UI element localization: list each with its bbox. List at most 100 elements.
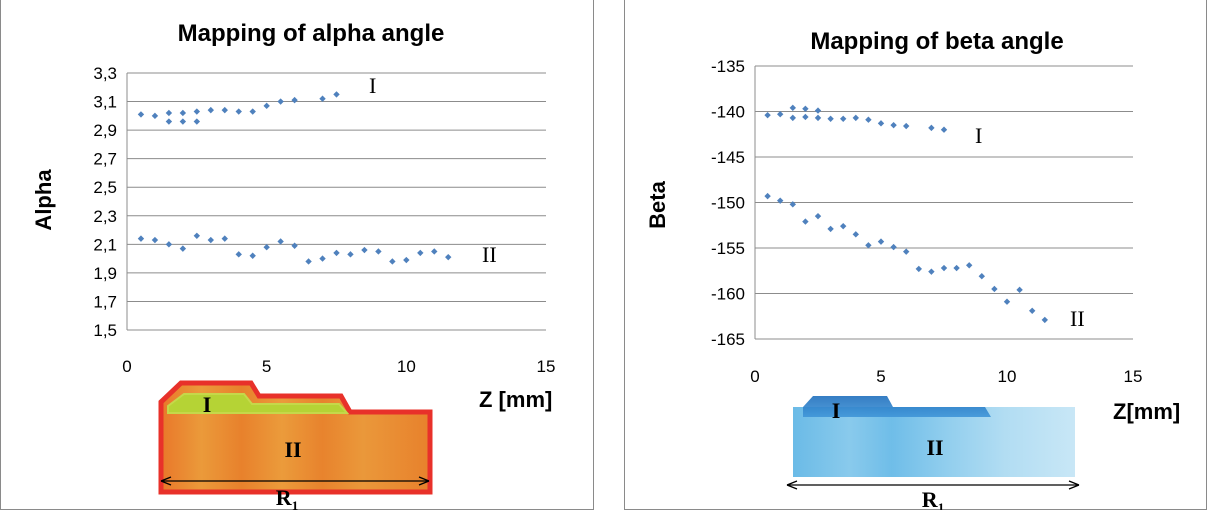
alpha-y-tick-label: 2,7 — [93, 150, 117, 169]
alpha-series-I-point — [263, 102, 270, 110]
alpha-y-tick-label: 2,9 — [93, 121, 117, 140]
alpha-series-II-point — [263, 243, 270, 251]
beta-series-II-point — [865, 242, 872, 249]
alpha-series-II-point — [417, 249, 424, 257]
alpha-y-tick-label: 1,7 — [93, 292, 117, 311]
beta-y-tick-label: -140 — [711, 103, 745, 122]
alpha-series-II-point — [431, 248, 438, 255]
beta-series-I-label: I — [975, 123, 982, 148]
beta-series-I-point — [852, 114, 859, 122]
beta-schematic-body — [793, 407, 1075, 477]
alpha-series-I-point — [151, 112, 159, 120]
alpha-gridlines — [126, 72, 546, 331]
alpha-chart-panel: Mapping of alpha angle 1,5 1,7 1,9 2,1 2,3 2,… — [0, 0, 594, 510]
alpha-series-I-point — [249, 108, 256, 115]
beta-x-tick-label: 5 — [876, 367, 885, 386]
beta-series-II-point — [991, 285, 998, 293]
beta-gridlines — [754, 65, 1133, 340]
alpha-chart-title: Mapping of alpha angle — [178, 20, 445, 47]
alpha-y-tick-label: 1,9 — [93, 264, 117, 283]
alpha-series-I-point — [319, 95, 326, 102]
beta-series-II-point — [840, 222, 847, 230]
beta-y-tick-label: -165 — [711, 330, 745, 349]
alpha-series-I-point — [137, 111, 145, 118]
beta-schematic-region-I — [803, 396, 991, 417]
beta-y-tick-label: -150 — [711, 194, 745, 213]
alpha-x-tick-label: 10 — [397, 357, 416, 376]
alpha-series-I-point — [221, 106, 228, 114]
beta-series-II-point — [827, 225, 834, 233]
beta-x-axis-label: Z[mm] — [1113, 399, 1180, 424]
beta-chart-panel: Mapping of beta angle -135 -140 -145 -150 -1… — [624, 0, 1207, 510]
alpha-x-tick-label: 0 — [122, 357, 131, 376]
beta-y-tick-label: -155 — [711, 239, 745, 258]
beta-schematic-label-II: II — [926, 435, 943, 460]
alpha-series-II-point — [277, 238, 284, 245]
beta-series-I-point — [789, 104, 796, 112]
beta-data-points — [764, 104, 1048, 324]
alpha-chart-svg: Mapping of alpha angle 1,5 1,7 1,9 2,1 2,3 2,… — [31, 20, 555, 510]
beta-series-I-point — [865, 116, 872, 123]
beta-series-II-point — [1016, 286, 1023, 294]
alpha-series-I-point — [291, 96, 298, 104]
beta-series-II-point — [877, 238, 885, 245]
alpha-x-tick-label: 5 — [262, 357, 271, 376]
alpha-series-I-point — [193, 118, 201, 125]
beta-x-tick-label: 0 — [750, 367, 759, 386]
alpha-series-I-point — [193, 108, 201, 115]
beta-series-II-point — [940, 264, 948, 272]
alpha-schematic-label-I: I — [203, 392, 212, 417]
beta-series-I-point — [764, 111, 771, 119]
beta-y-tick-label: -160 — [711, 285, 745, 304]
beta-series-II-label: II — [1070, 306, 1085, 331]
beta-schematic-label-I: I — [832, 398, 841, 423]
alpha-y-tick-label: 3,1 — [93, 93, 117, 112]
alpha-series-II-point — [347, 251, 354, 258]
alpha-series-II-point — [445, 253, 452, 261]
alpha-series-I-label: I — [369, 73, 376, 98]
alpha-series-II-point — [291, 242, 298, 249]
beta-dimension-arrowheads — [786, 480, 1080, 490]
alpha-series-I-point — [235, 108, 242, 115]
beta-chart-title: Mapping of beta angle — [810, 28, 1063, 55]
beta-series-I-point — [903, 122, 910, 130]
alpha-dimension-label: R1 — [276, 485, 298, 510]
alpha-x-tick-labels: 0 5 10 15 — [122, 357, 555, 376]
beta-series-II-point — [1041, 316, 1048, 324]
beta-series-II-point — [814, 212, 822, 220]
alpha-series-II-point — [403, 256, 410, 264]
beta-series-I-point — [928, 124, 935, 132]
alpha-x-axis-label: Z [mm] — [479, 387, 552, 412]
alpha-series-I-point — [333, 91, 340, 98]
alpha-y-tick-label: 2,1 — [93, 235, 117, 254]
alpha-series-I-point — [277, 98, 284, 105]
alpha-x-tick-label: 15 — [537, 357, 556, 376]
beta-series-I-point — [789, 114, 796, 122]
alpha-y-tick-label: 2,3 — [93, 207, 117, 226]
beta-series-II-point — [764, 192, 771, 200]
alpha-series-I-point — [179, 118, 187, 125]
alpha-y-axis-label: Alpha — [31, 169, 56, 231]
alpha-series-II-point — [333, 249, 340, 257]
alpha-series-II-point — [221, 235, 228, 242]
beta-series-II-point — [1029, 307, 1036, 314]
alpha-series-I-point — [207, 106, 214, 114]
beta-series-II-point — [852, 231, 859, 238]
beta-series-II-point — [978, 273, 985, 280]
alpha-series-II-point — [319, 255, 326, 262]
beta-chart-svg: Mapping of beta angle -135-140-145-150-1… — [645, 28, 1180, 510]
alpha-y-tick-label: 3,3 — [93, 64, 117, 83]
beta-series-II-point — [1003, 298, 1011, 305]
beta-series-I-point — [802, 113, 809, 121]
beta-y-tick-label: -145 — [711, 148, 745, 167]
alpha-series-I-point — [179, 109, 187, 117]
alpha-series-II-point — [361, 246, 368, 254]
alpha-series-II-point — [235, 251, 242, 258]
alpha-series-II-point — [207, 236, 214, 244]
alpha-dimension-arrowheads — [160, 476, 430, 486]
beta-series-I-point — [814, 114, 822, 122]
beta-dimension-label: R1 — [922, 487, 944, 510]
alpha-series-II-point — [389, 258, 396, 265]
beta-series-II-point — [953, 264, 960, 272]
alpha-series-I-point — [165, 118, 173, 125]
